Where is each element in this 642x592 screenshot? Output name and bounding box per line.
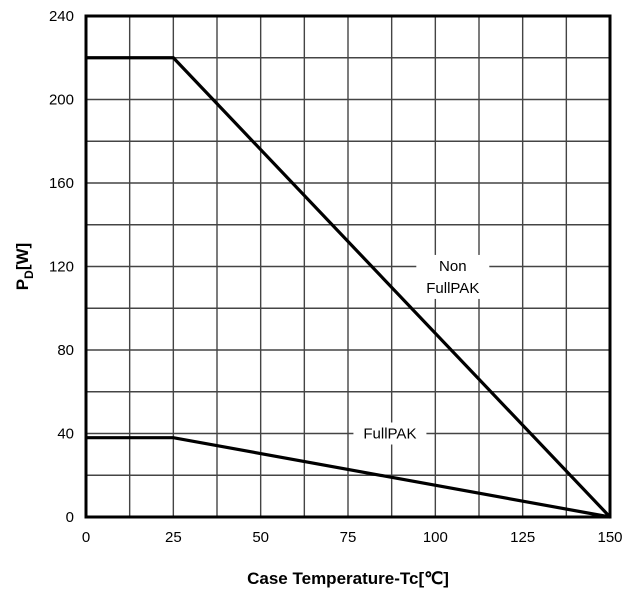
- series-annotations: Non FullPAK FullPAK: [353, 254, 490, 445]
- y-axis-title: PD[W]: [13, 243, 36, 290]
- plot-area-border: [84, 14, 612, 519]
- y-tick-label: 0: [66, 509, 74, 526]
- y-axis-tick-labels: 0 40 80 120 160 200 240: [49, 8, 74, 526]
- series-line-1: [86, 436, 611, 519]
- series-annotation-label: FullPAK: [363, 426, 416, 443]
- y-tick-label: 40: [57, 426, 74, 443]
- y-axis-title-subscript: D: [22, 270, 36, 279]
- x-tick-label: 25: [165, 529, 182, 546]
- y-tick-label: 120: [49, 259, 74, 276]
- y-tick-label: 80: [57, 342, 74, 359]
- series-annotation-label: FullPAK: [426, 280, 479, 297]
- series-annotation-label: Non: [439, 258, 467, 275]
- x-tick-label: 0: [82, 529, 90, 546]
- grid: [86, 16, 610, 517]
- y-tick-label: 200: [49, 92, 74, 109]
- annotation-background: [353, 422, 427, 445]
- annotation-background: [416, 254, 490, 299]
- y-axis-title-main: P: [13, 279, 32, 290]
- x-axis-tick-labels: 0 25 50 75 100 125 150: [82, 529, 623, 546]
- x-tick-label: 125: [510, 529, 535, 546]
- x-tick-label: 50: [252, 529, 269, 546]
- y-tick-label: 240: [49, 8, 74, 25]
- series-line-0: [86, 56, 612, 519]
- y-tick-label: 160: [49, 175, 74, 192]
- y-axis-title-unit: [W]: [13, 243, 32, 270]
- x-tick-label: 150: [597, 529, 622, 546]
- x-axis-title: Case Temperature-Tc[℃]: [247, 569, 449, 588]
- x-tick-label: 75: [340, 529, 357, 546]
- x-tick-label: 100: [423, 529, 448, 546]
- series-lines: [86, 56, 612, 519]
